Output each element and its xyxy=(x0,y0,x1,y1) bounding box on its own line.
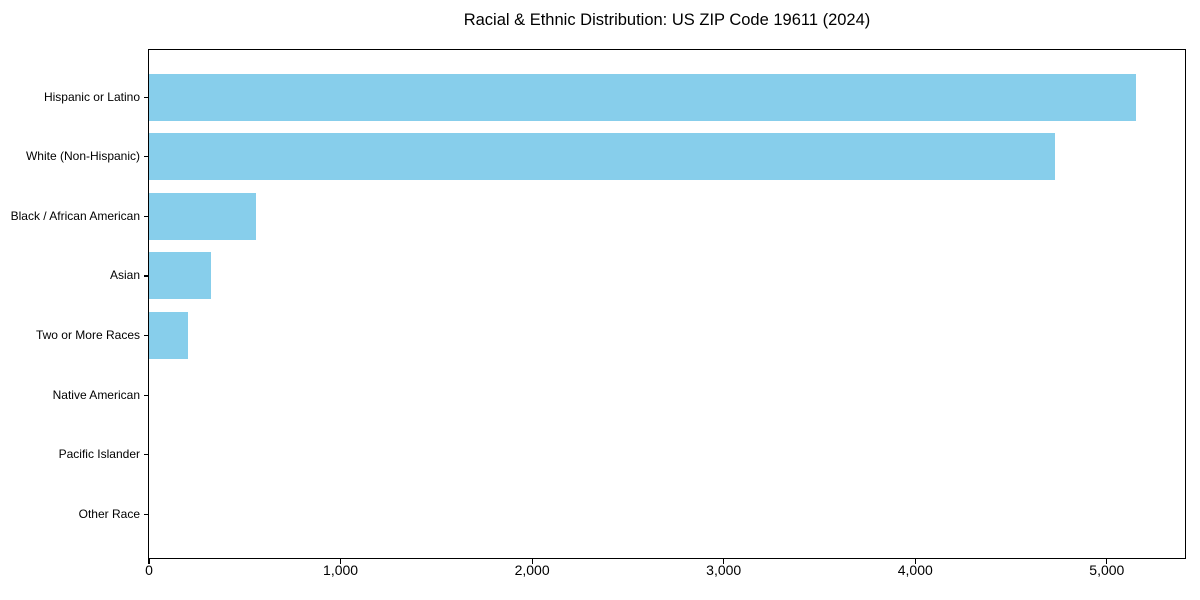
x-tick-mark xyxy=(339,559,342,564)
x-tick-label-3000: 3,000 xyxy=(706,562,742,578)
y-tick-label-black-african-american: Black / African American xyxy=(10,208,140,223)
x-tick-label-2000: 2,000 xyxy=(514,562,550,578)
x-tick-mark xyxy=(914,559,916,564)
y-tick-mark xyxy=(143,334,148,337)
y-tick-mark xyxy=(143,96,148,98)
y-tick-label-native-american: Native American xyxy=(52,387,140,402)
bar-black-african-american xyxy=(149,192,257,240)
chart-title: Racial & Ethnic Distribution: US ZIP Cod… xyxy=(463,11,871,29)
x-tick-mark xyxy=(1106,559,1108,564)
x-tick-mark xyxy=(723,559,725,564)
y-tick-mark xyxy=(143,215,148,217)
y-tick-mark xyxy=(143,454,148,456)
y-tick-mark xyxy=(143,513,148,515)
y-tick-label-other-race: Other Race xyxy=(78,506,140,521)
x-tick-mark xyxy=(148,559,150,564)
y-tick-label-pacific-islander: Pacific Islander xyxy=(58,447,140,462)
y-tick-label-two-or-more-races: Two or More Races xyxy=(35,328,140,343)
bar-white-non-hispanic xyxy=(149,133,1056,181)
y-tick-label-hispanic-or-latino: Hispanic or Latino xyxy=(43,89,140,104)
plot-area xyxy=(148,49,1186,559)
y-tick-mark xyxy=(143,394,148,396)
x-tick-label-5000: 5,000 xyxy=(1089,562,1125,578)
x-tick-label-0: 0 xyxy=(145,562,153,578)
y-tick-mark xyxy=(143,156,148,158)
y-tick-mark xyxy=(143,275,148,277)
y-tick-label-white-non-hispanic: White (Non-Hispanic) xyxy=(25,149,140,164)
bar-asian xyxy=(149,252,212,300)
y-tick-label-asian: Asian xyxy=(109,268,140,283)
bar-two-or-more-races xyxy=(149,312,189,360)
x-tick-label-1000: 1,000 xyxy=(323,562,359,578)
x-tick-mark xyxy=(531,559,533,564)
x-tick-label-4000: 4,000 xyxy=(897,562,933,578)
bar-hispanic-or-latino xyxy=(149,73,1136,121)
